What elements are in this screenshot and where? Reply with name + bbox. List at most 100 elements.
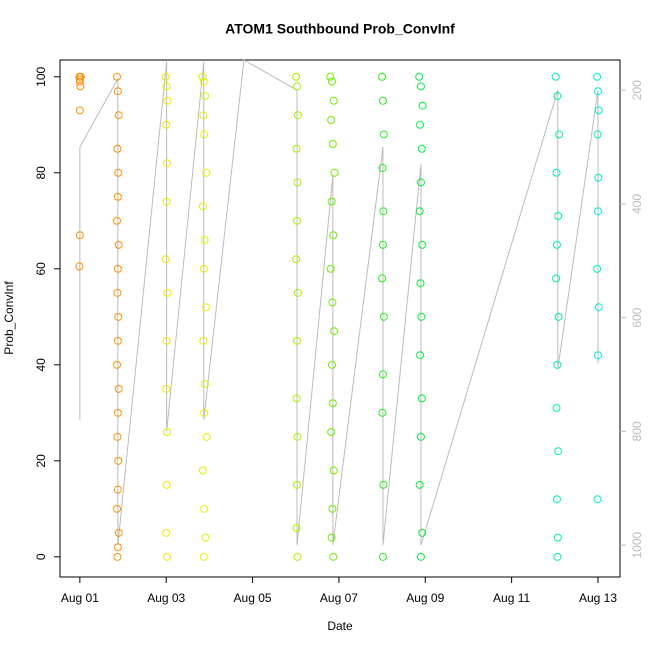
point xyxy=(378,164,387,173)
point xyxy=(202,432,211,441)
point xyxy=(378,408,387,417)
point xyxy=(594,303,603,312)
point xyxy=(417,394,426,403)
point xyxy=(163,428,172,437)
point xyxy=(378,240,387,249)
x-tick-label: Aug 09 xyxy=(406,591,444,605)
point xyxy=(416,120,425,129)
point xyxy=(112,72,121,81)
point xyxy=(201,303,210,312)
y-tick-label: 0 xyxy=(34,553,48,560)
point xyxy=(114,168,123,177)
x-tick-label: Aug 07 xyxy=(320,591,358,605)
point xyxy=(112,504,121,513)
point xyxy=(327,116,336,125)
point xyxy=(329,231,338,240)
point xyxy=(293,216,302,225)
point xyxy=(114,312,123,321)
y-axis-label: Prob_ConvInf xyxy=(2,281,16,355)
point xyxy=(293,178,302,187)
point xyxy=(594,173,603,182)
point xyxy=(378,72,387,81)
point xyxy=(199,111,208,120)
point xyxy=(329,552,338,561)
y-tick-label: 80 xyxy=(34,166,48,180)
point xyxy=(330,168,339,177)
point xyxy=(553,360,562,369)
point xyxy=(379,130,388,139)
y2-tick-label: 1000 xyxy=(630,531,644,558)
point xyxy=(113,552,122,561)
point xyxy=(593,495,602,504)
point xyxy=(293,480,302,489)
point xyxy=(328,360,337,369)
point xyxy=(113,192,122,201)
point xyxy=(292,72,301,81)
point xyxy=(415,480,424,489)
point xyxy=(113,432,122,441)
point xyxy=(379,312,388,321)
point xyxy=(328,77,337,86)
point xyxy=(199,77,208,86)
y-tick-label: 40 xyxy=(34,358,48,372)
point xyxy=(553,533,562,542)
point xyxy=(378,96,387,105)
point xyxy=(292,524,301,533)
point xyxy=(553,92,562,101)
point xyxy=(378,370,387,379)
point xyxy=(75,75,84,84)
point xyxy=(162,120,171,129)
point xyxy=(328,399,337,408)
point xyxy=(113,408,122,417)
point xyxy=(593,130,602,139)
point xyxy=(199,264,208,273)
point xyxy=(112,216,121,225)
point xyxy=(418,528,427,537)
point xyxy=(328,298,337,307)
y2-tick-label: 400 xyxy=(630,194,644,214)
point xyxy=(293,111,302,120)
point xyxy=(293,432,302,441)
point xyxy=(293,288,302,297)
point xyxy=(329,96,338,105)
point xyxy=(199,552,208,561)
point xyxy=(199,336,208,345)
point xyxy=(552,404,561,413)
point xyxy=(293,336,302,345)
point xyxy=(200,504,209,513)
point xyxy=(163,159,172,168)
point xyxy=(292,394,301,403)
point xyxy=(114,528,123,537)
x-tick-label: Aug 03 xyxy=(147,591,185,605)
point xyxy=(552,495,561,504)
point xyxy=(113,336,122,345)
point xyxy=(201,533,210,542)
point xyxy=(329,466,338,475)
point xyxy=(198,72,207,81)
y2-tick-label: 200 xyxy=(630,80,644,100)
y2-tick-label: 800 xyxy=(630,421,644,441)
point xyxy=(378,552,387,561)
point xyxy=(162,197,171,206)
point xyxy=(75,77,84,86)
point xyxy=(415,207,424,216)
point xyxy=(293,82,302,91)
y-tick-label: 60 xyxy=(34,262,48,276)
point xyxy=(163,96,172,105)
point xyxy=(554,212,563,221)
y-tick-label: 20 xyxy=(34,454,48,468)
x-tick-label: Aug 01 xyxy=(61,591,99,605)
point xyxy=(113,87,122,96)
point xyxy=(76,82,85,91)
chart-title: ATOM1 Southbound Prob_ConvInf xyxy=(225,21,455,37)
point xyxy=(162,528,171,537)
y2-tick-label: 600 xyxy=(630,307,644,327)
point xyxy=(416,279,425,288)
point xyxy=(201,380,210,389)
point xyxy=(379,480,388,489)
x-axis-label: Date xyxy=(327,619,353,633)
point xyxy=(75,262,84,271)
point xyxy=(113,144,122,153)
point xyxy=(202,168,211,177)
point xyxy=(330,327,339,336)
